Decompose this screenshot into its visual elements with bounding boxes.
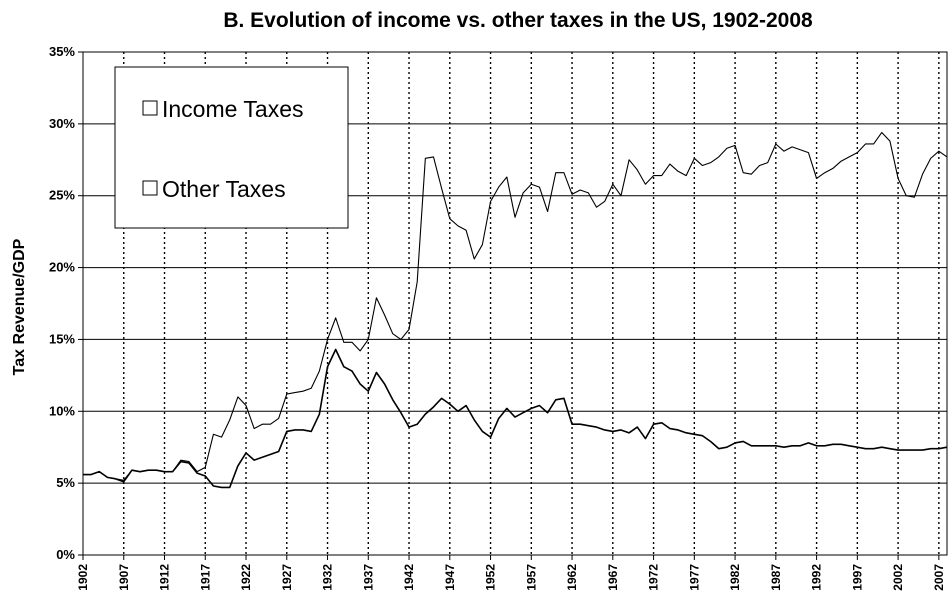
series-line-other-taxes: [83, 348, 948, 489]
x-tick-label: 1907: [117, 564, 131, 591]
x-tick-label: 1947: [443, 564, 457, 591]
x-axis-ticks: 1902 1907 1912 1917 1922 1927 1932 1937 1942 1947…: [76, 555, 946, 591]
series-points-other-taxes: [82, 348, 948, 488]
x-tick-label: 1902: [76, 564, 90, 591]
legend: Income Taxes Other Taxes: [114, 66, 349, 229]
legend-swatch-other-taxes: [142, 180, 158, 196]
x-tick-label: 2002: [891, 564, 905, 591]
x-tick-label: 1937: [361, 564, 375, 591]
x-tick-label: 1977: [687, 564, 701, 591]
x-tick-label: 1967: [606, 564, 620, 591]
x-tick-label: 1962: [565, 564, 579, 591]
y-axis-ticks: 0% 5% 10% 15% 20% 25% 30% 35%: [49, 44, 83, 562]
y-tick-label: 20%: [49, 260, 75, 275]
legend-box: [114, 66, 349, 229]
y-tick-label: 0%: [56, 547, 75, 562]
x-tick-label: 1932: [321, 564, 335, 591]
y-tick-label: 30%: [49, 116, 75, 131]
legend-label-other-taxes: Other Taxes: [162, 176, 286, 202]
x-tick-label: 1922: [239, 564, 253, 591]
x-tick-label: 1927: [280, 564, 294, 591]
x-tick-label: 1992: [810, 564, 824, 591]
x-tick-label: 1987: [769, 564, 783, 591]
y-axis-label: Tax Revenue/GDP: [11, 238, 28, 375]
legend-swatch-income-taxes: [142, 100, 158, 116]
y-tick-label: 5%: [56, 475, 75, 490]
chart-title: B. Evolution of income vs. other taxes i…: [223, 9, 813, 32]
y-tick-label: 10%: [49, 403, 75, 418]
plot-area-border: [82, 51, 948, 556]
x-tick-label: 1982: [728, 564, 742, 591]
x-tick-label: 1952: [484, 564, 498, 591]
series-line-income-taxes: [83, 131, 948, 481]
x-tick-label: 1997: [850, 564, 864, 591]
legend-label-income-taxes: Income Taxes: [162, 96, 303, 122]
x-tick-label: 1912: [158, 564, 172, 591]
y-tick-label: 25%: [49, 188, 75, 203]
x-tick-label: 1972: [647, 564, 661, 591]
series-lines: [82, 131, 948, 489]
x-tick-label: 1957: [524, 564, 538, 591]
y-tick-label: 35%: [49, 44, 75, 59]
y-tick-label: 15%: [49, 331, 75, 346]
x-tick-label: 2007: [932, 564, 946, 591]
x-tick-label: 1917: [198, 564, 212, 591]
x-tick-label: 1942: [402, 564, 416, 591]
